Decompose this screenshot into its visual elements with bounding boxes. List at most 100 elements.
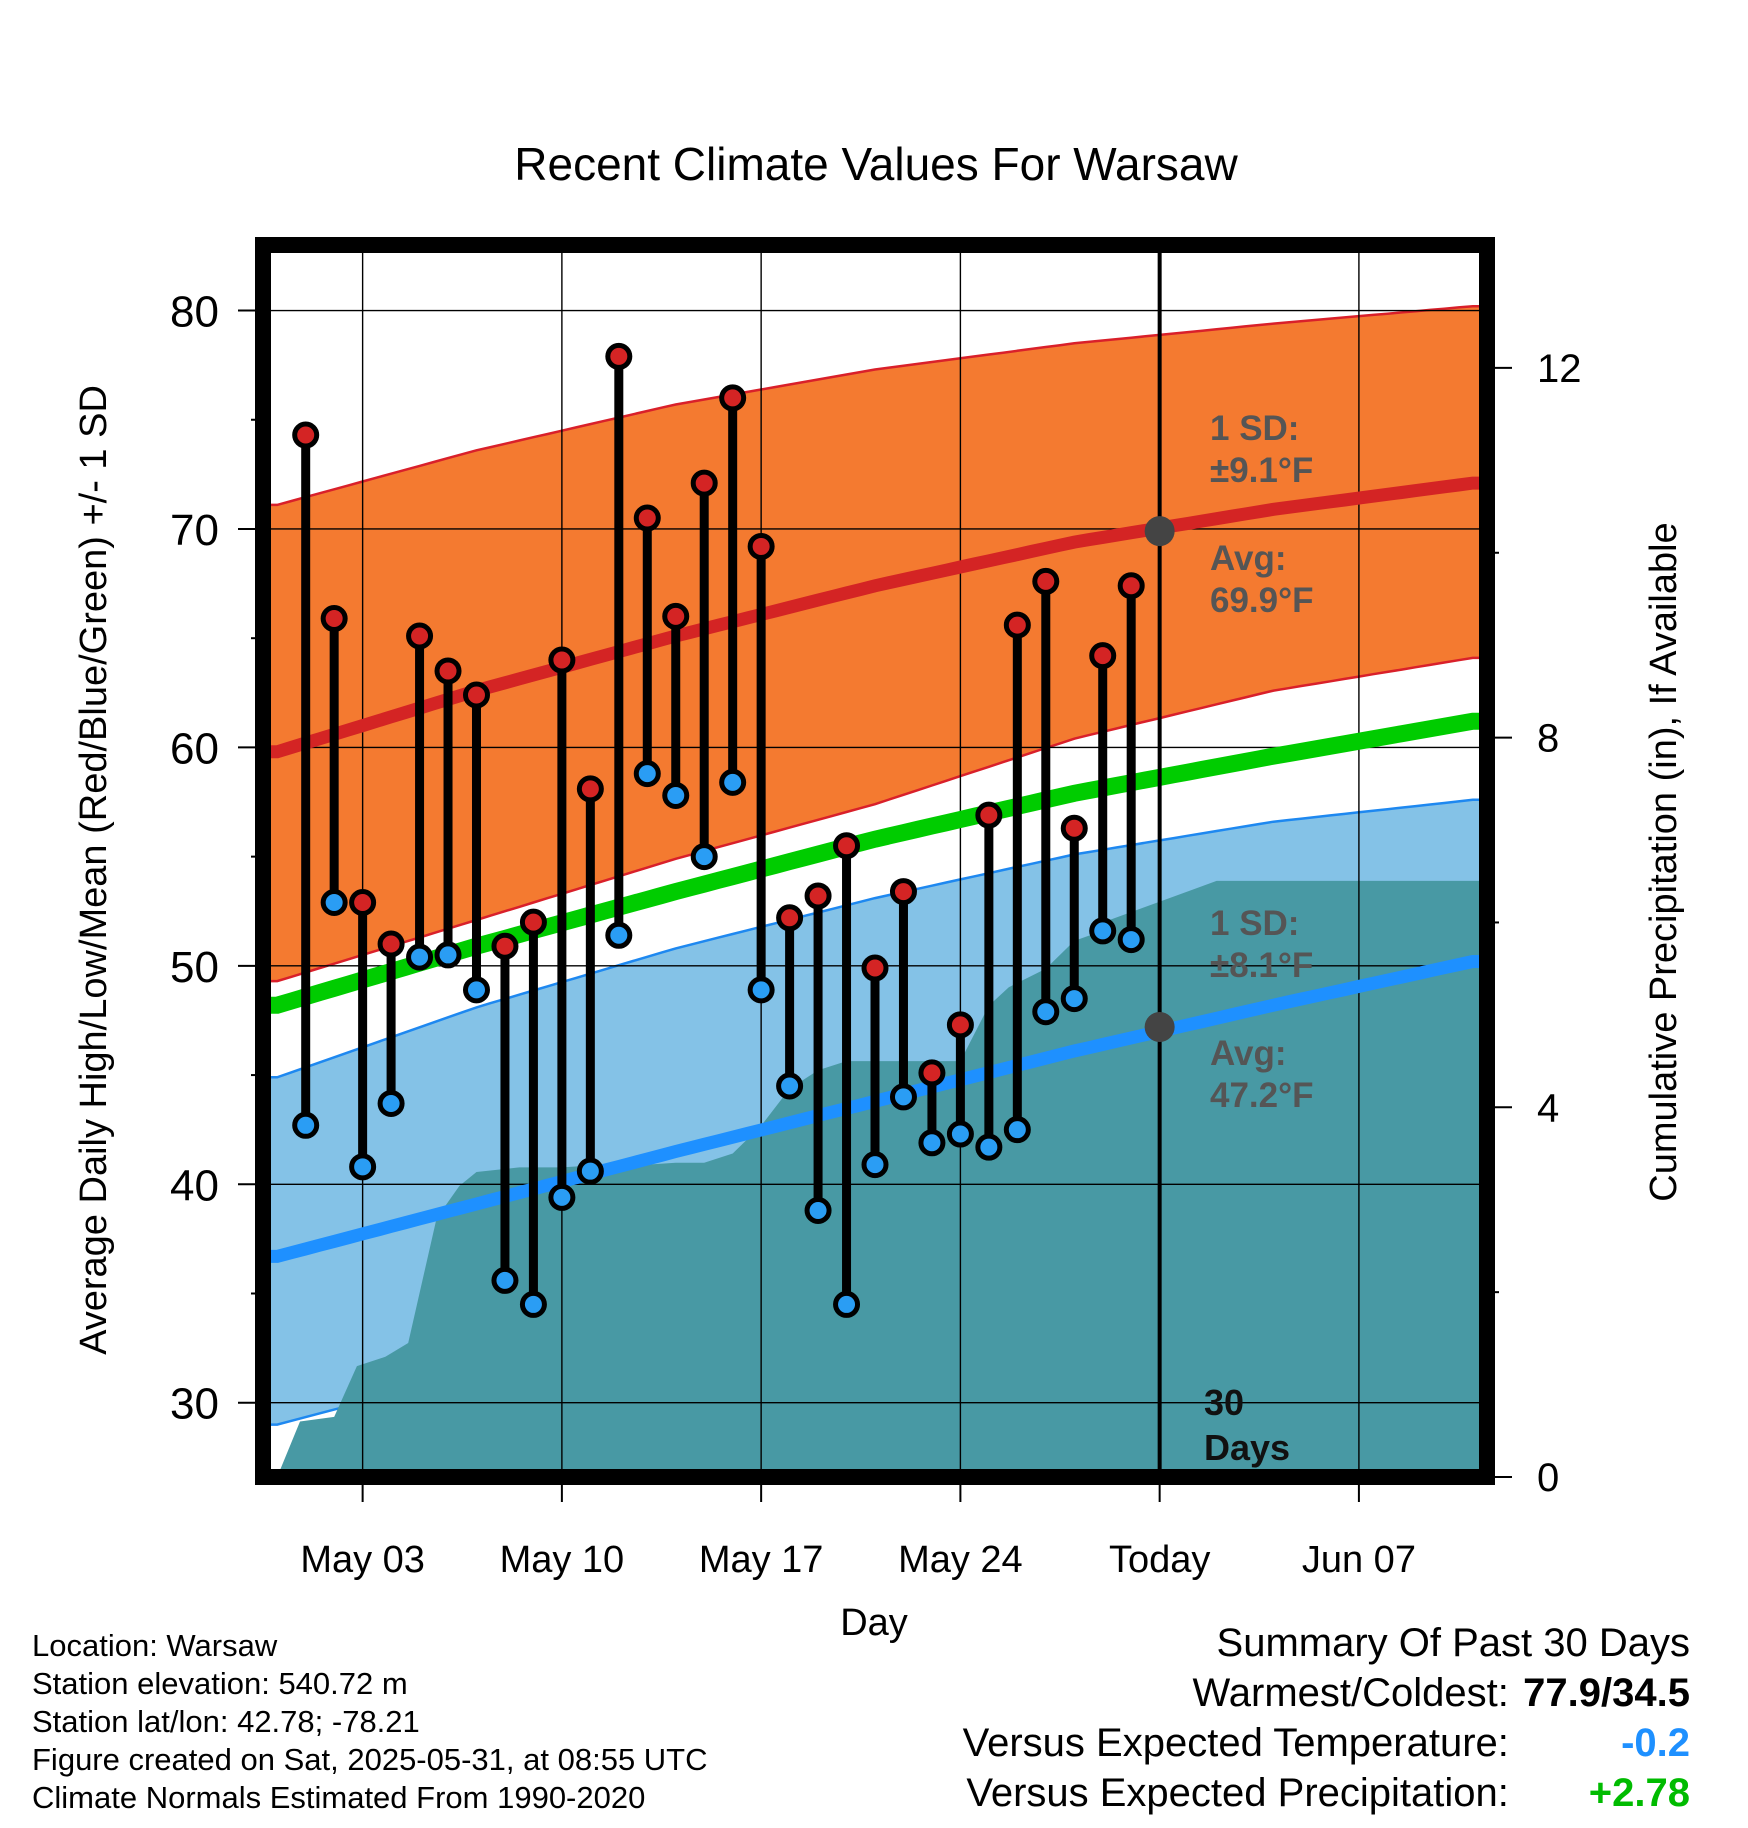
daily-low-point [889,1083,917,1111]
daily-high-point [491,932,519,960]
daily-low-point [434,941,462,969]
daily-low-point [1089,917,1117,945]
daily-bars [292,342,1145,1318]
y-tick-label: 70 [170,506,219,555]
daily-high-point [833,832,861,860]
daily-high-point [320,605,348,633]
low-sd-label: 1 SD: [1210,904,1299,943]
summary-temp-row: Versus Expected Temperature: -0.2 [963,1718,1690,1768]
y2-tick-label: 8 [1537,717,1559,761]
daily-low-point [292,1111,320,1139]
today-high-avg-marker [1144,516,1175,547]
x-axis-label: Day [840,1602,908,1644]
daily-high-point [690,469,718,497]
axes-layer: 30 40 50 60 70 80 0 4 8 12 May 03 May 10 May 17 May 2… [170,237,1582,1581]
y-tick-label: 40 [170,1161,219,1210]
daily-low-point [633,760,661,788]
info-location: Location: Warsaw [32,1628,278,1663]
daily-high-point [918,1059,946,1087]
daily-high-point [434,657,462,685]
daily-low-point [975,1133,1003,1161]
high-band-lower-edge [263,656,1487,983]
daily-low-point [690,843,718,871]
precip-value: +2.78 [1588,1771,1690,1815]
daily-high-point [1089,642,1117,670]
y-tick-label: 30 [170,1380,219,1429]
x-tick-label: Jun 07 [1302,1539,1416,1581]
y2-axis-label: Cumulative Precipitation (in), If Availa… [1643,522,1685,1201]
station-info: Location: Warsaw Station elevation: 540.… [32,1627,708,1817]
x-tick-label: May 17 [699,1539,824,1581]
high-sd-value: ±9.1°F [1210,451,1313,490]
low-sd-value: ±8.1°F [1210,946,1313,985]
info-elevation: Station elevation: 540.72 m [32,1666,408,1701]
summary-precip-row: Versus Expected Precipitation: +2.78 [963,1768,1690,1818]
daily-low-point [946,1120,974,1148]
summary-panel: Summary Of Past 30 Days Warmest/Coldest:… [963,1618,1690,1818]
temp-value: -0.2 [1621,1721,1690,1765]
x-tick-label: May 10 [500,1539,625,1581]
low-avg-value: 47.2°F [1210,1076,1314,1115]
warm-cold-label: Warmest/Coldest: [1192,1671,1509,1715]
x-tick-label: May 24 [898,1539,1023,1581]
x-tick-label: Today [1109,1539,1210,1581]
daily-high-point [1060,814,1088,842]
summary-title: Summary Of Past 30 Days [1216,1621,1690,1665]
daily-low-point [406,943,434,971]
daily-high-point [1117,572,1145,600]
daily-high-point [776,904,804,932]
overlay-layer [1144,516,1175,1043]
daily-low-point [719,768,747,796]
daily-high-point [1003,611,1031,639]
chart-title: Recent Climate Values For Warsaw [514,138,1238,190]
daily-low-point [918,1129,946,1157]
daily-low-point [605,921,633,949]
daily-low-point [576,1157,604,1185]
daily-low-point [861,1151,889,1179]
daily-high-point [633,504,661,532]
high-avg-label: Avg: [1210,539,1286,578]
info-created: Figure created on Sat, 2025-05-31, at 08… [32,1742,708,1777]
daily-low-point [1117,926,1145,954]
daily-high-point [747,532,775,560]
high-avg-value: 69.9°F [1210,581,1314,620]
daily-high-point [946,1011,974,1039]
plot-frame [255,237,1495,1485]
daily-high-point [662,602,690,630]
plot-area [263,245,1487,1477]
y2-tick-label: 12 [1537,347,1582,391]
temp-label: Versus Expected Temperature: [962,1721,1509,1765]
precip-label: Versus Expected Precipitation: [966,1771,1509,1815]
y-tick-label: 60 [170,724,219,773]
x-tick-label: May 03 [300,1539,425,1581]
daily-high-point [548,646,576,674]
daily-high-point [377,930,405,958]
daily-high-point [519,908,547,936]
high-sd-label: 1 SD: [1210,409,1299,448]
daily-high-point [462,681,490,709]
daily-low-point [1003,1116,1031,1144]
daily-low-point [747,976,775,1004]
summary-warm-cold-row: Warmest/Coldest: 77.9/34.5 [963,1668,1691,1718]
daily-low-point [833,1290,861,1318]
daily-low-point [462,976,490,1004]
daily-low-point [776,1072,804,1100]
annotation-layer: 1 SD: ±9.1°F Avg: 69.9°F 1 SD: ±8.1°F Av… [1204,409,1314,1468]
daily-high-point [576,775,604,803]
daily-low-point [349,1153,377,1181]
y2-tick-label: 0 [1537,1456,1559,1500]
daily-high-point [1032,567,1060,595]
daily-high-point [889,878,917,906]
today-low-avg-marker [1144,1012,1175,1043]
low-band-upper-edge [263,798,1487,1079]
daily-low-point [320,889,348,917]
high-band-upper-edge [263,304,1487,507]
mean-avg-line [263,712,1487,1014]
days-word: Days [1204,1427,1290,1468]
daily-high-point [406,622,434,650]
daily-low-point [548,1183,576,1211]
low-avg-label: Avg: [1210,1034,1286,1073]
daily-low-point [1060,985,1088,1013]
info-normals: Climate Normals Estimated From 1990-2020 [32,1780,646,1815]
